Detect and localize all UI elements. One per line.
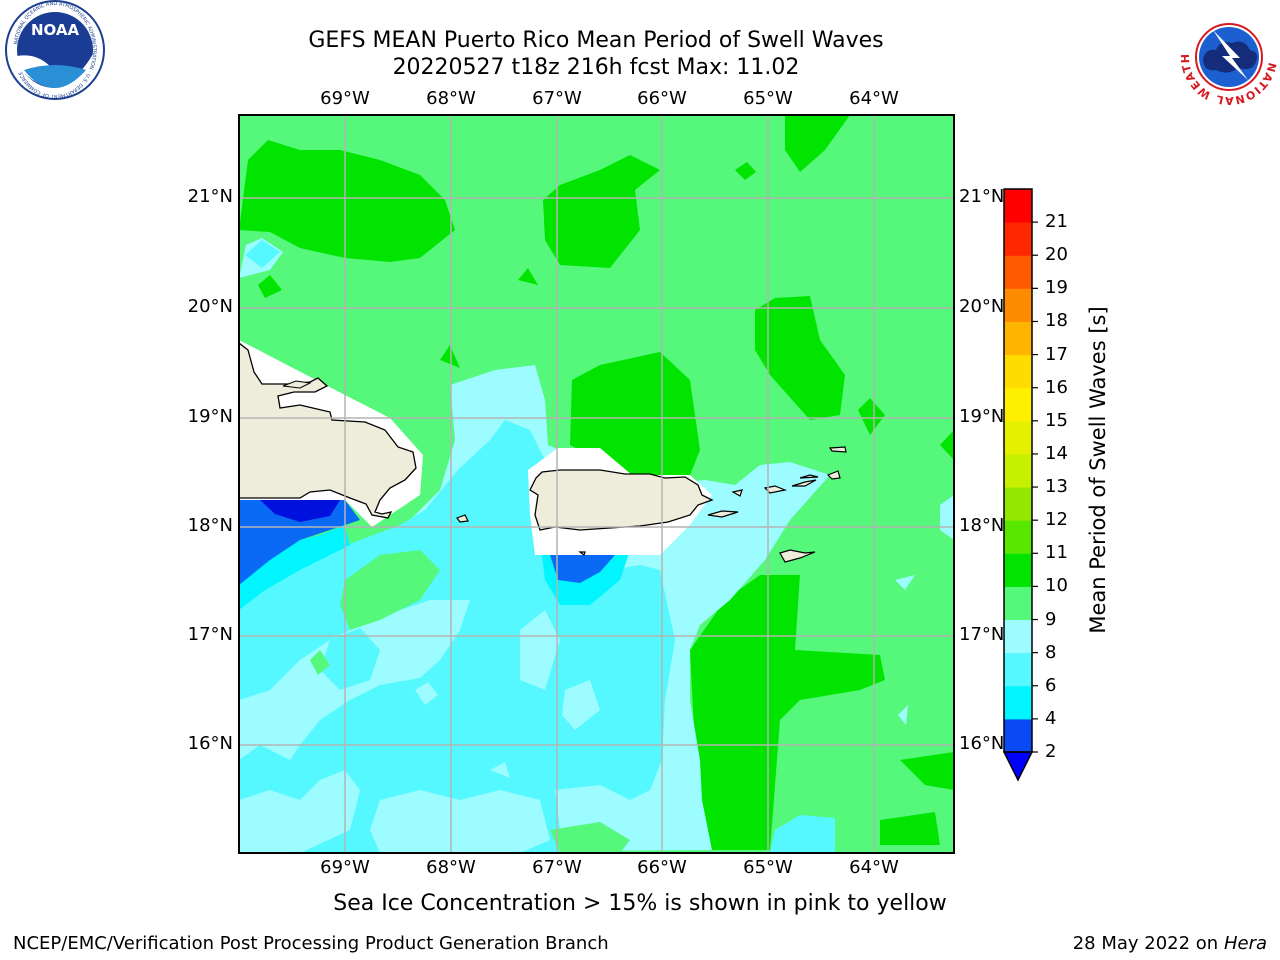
footer-branch: NCEP/EMC/Verification Post Processing Pr…	[13, 933, 609, 954]
lon-label-bottom-64w: 64°W	[849, 857, 899, 878]
land-puerto-rico	[529, 469, 714, 531]
colorbar-tick-21: 21	[1045, 211, 1068, 233]
colorbar-tick-4: 4	[1045, 707, 1057, 729]
colorbar-tick-20: 20	[1045, 244, 1068, 266]
colorbar-bin-20	[1004, 222, 1032, 256]
lat-label-right-17n: 17°N	[959, 624, 1005, 645]
lon-label-bottom-68w: 68°W	[426, 857, 476, 878]
colorbar-tick-10: 10	[1045, 575, 1068, 597]
colorbar-tick-17: 17	[1045, 343, 1068, 365]
colorbar-tick-19: 19	[1045, 277, 1068, 299]
colorbar-bin-6	[1004, 652, 1032, 687]
colorbar-bin-10	[1004, 553, 1032, 587]
colorbar-bin-14	[1004, 420, 1032, 455]
noaa-logo-text: NOAA	[31, 21, 80, 39]
lat-label-right-18n: 18°N	[959, 515, 1005, 536]
colorbar-label: Mean Period of Swell Waves [s]	[1086, 306, 1110, 634]
lon-label-top-66w: 66°W	[637, 88, 687, 109]
colorbar-bin-15	[1004, 387, 1032, 422]
colorbar-tick-15: 15	[1045, 409, 1068, 431]
contours-under-2s	[260, 500, 340, 522]
colorbar-frame	[1003, 188, 1033, 753]
colorbar-tick-14: 14	[1045, 442, 1068, 464]
contour-field	[239, 115, 954, 853]
lon-label-bottom-67w: 67°W	[532, 857, 582, 878]
lat-label-left-21n: 21°N	[187, 186, 233, 207]
lon-label-bottom-65w: 65°W	[743, 857, 793, 878]
noaa-logo: NOAA NATIONAL OCEANIC AND ATMOSPHERIC AD…	[5, 0, 105, 100]
lon-label-bottom-69w: 69°W	[320, 857, 370, 878]
colorbar-tick-13: 13	[1045, 476, 1068, 498]
colorbar-under-extension	[1002, 751, 1034, 782]
graticule	[239, 115, 954, 853]
colorbar-bin-16	[1004, 354, 1032, 389]
lon-label-top-68w: 68°W	[426, 88, 476, 109]
lon-label-top-64w: 64°W	[849, 88, 899, 109]
lat-label-right-16n: 16°N	[959, 733, 1005, 754]
colorbar-tick-2: 2	[1045, 741, 1057, 762]
lat-label-left-19n: 19°N	[187, 406, 233, 427]
sea-ice-footnote: Sea Ice Concentration > 15% is shown in …	[333, 891, 947, 916]
land-hispaniola	[239, 342, 417, 519]
colorbar-bin-19	[1004, 255, 1032, 289]
colorbar-tick-8: 8	[1045, 641, 1057, 663]
map-title: GEFS MEAN Puerto Rico Mean Period of Swe…	[308, 28, 884, 53]
colorbar-bin-12	[1004, 487, 1032, 521]
colorbar-bin-13	[1004, 453, 1032, 488]
colorbar-graphic	[1002, 188, 1038, 782]
map-frame	[238, 114, 955, 854]
lat-label-right-21n: 21°N	[959, 186, 1005, 207]
lat-label-right-20n: 20°N	[959, 296, 1005, 317]
colorbar-tick-12: 12	[1045, 509, 1068, 531]
colorbar-bin-4	[1004, 685, 1032, 720]
colorbar-bin-11	[1004, 520, 1032, 554]
lon-label-top-67w: 67°W	[532, 88, 582, 109]
colorbar-bin-2	[1004, 718, 1032, 753]
contours-10-11s	[239, 115, 954, 850]
lat-label-left-18n: 18°N	[187, 515, 233, 536]
lat-label-left-16n: 16°N	[187, 733, 233, 754]
lon-label-bottom-66w: 66°W	[637, 857, 687, 878]
colorbar-bin-17	[1004, 321, 1032, 356]
colorbar-tick-16: 16	[1045, 376, 1068, 398]
colorbar-bin-18	[1004, 288, 1032, 322]
lon-label-top-65w: 65°W	[743, 88, 793, 109]
lon-label-top-69w: 69°W	[320, 88, 370, 109]
contours-2-4s	[239, 500, 615, 585]
lat-label-right-19n: 19°N	[959, 406, 1005, 427]
colorbar-tick-6: 6	[1045, 674, 1057, 696]
colorbar-bin-21	[1004, 189, 1032, 223]
colorbar-bin-8	[1004, 619, 1032, 654]
lat-label-left-20n: 20°N	[187, 296, 233, 317]
colorbar-tick-18: 18	[1045, 310, 1068, 332]
contours-8-9s-inner	[239, 610, 600, 853]
contours-9-10s-inner	[310, 550, 630, 853]
colorbar-tick-9: 9	[1045, 608, 1057, 630]
footer-date: 28 May 2022 on Hera	[1073, 933, 1267, 954]
footer-host: Hera	[1223, 933, 1267, 954]
footer-date-text: 28 May 2022 on	[1072, 933, 1219, 954]
lat-label-left-17n: 17°N	[187, 624, 233, 645]
colorbar-bin-9	[1004, 586, 1032, 621]
colorbar-tick-11: 11	[1045, 542, 1068, 564]
map-subtitle: 20220527 t18z 216h fcst Max: 11.02	[392, 55, 800, 80]
